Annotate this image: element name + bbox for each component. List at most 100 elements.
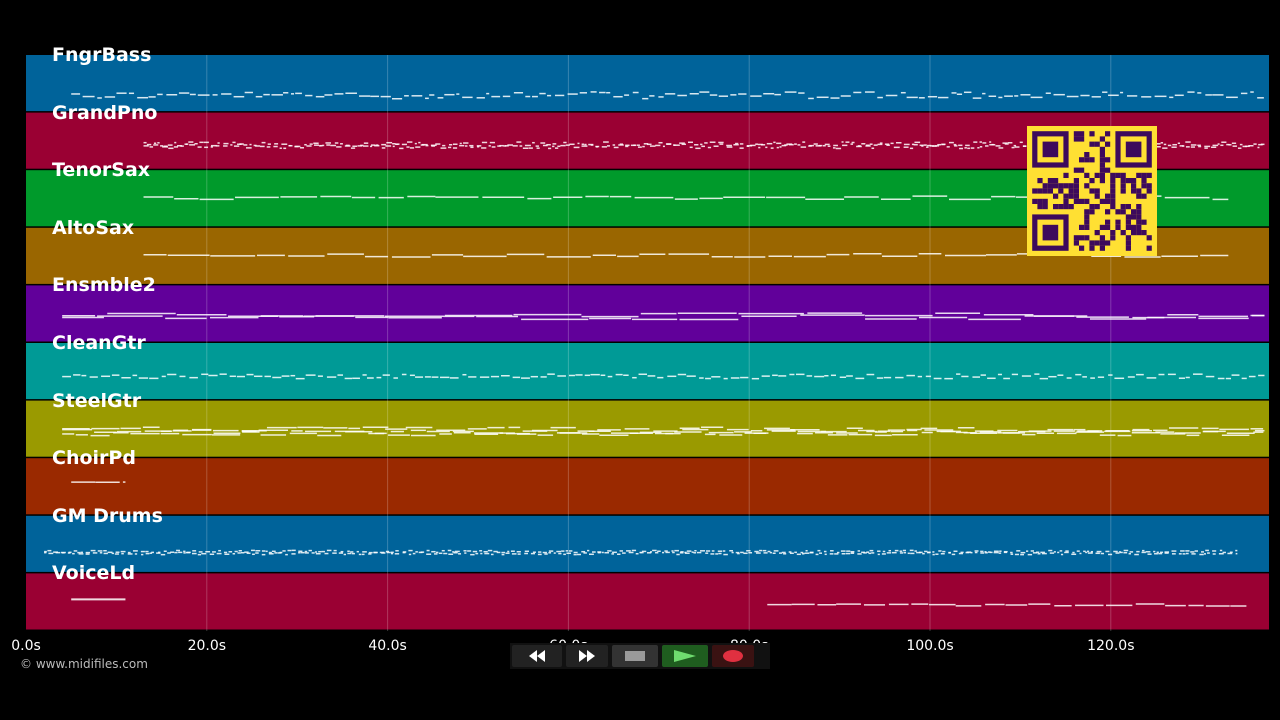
qr-module [1079,198,1085,204]
track-lane-7 [26,458,1269,515]
qr-module [1146,183,1152,189]
track-notes-9 [767,603,1247,607]
qr-module [1131,183,1137,189]
qr-module [1089,131,1095,137]
track-notes-4 [62,312,1265,321]
qr-module [1099,235,1105,241]
qr-module [1131,230,1137,236]
qr-module [1089,157,1095,163]
qr-module [1131,188,1137,194]
qr-module [1042,183,1048,189]
qr-module [1084,198,1090,204]
play-button[interactable] [662,645,708,667]
qr-module [1131,224,1137,230]
track-notes-3 [143,252,1229,258]
record-icon [723,650,743,662]
qr-module [1110,178,1116,184]
qr-module [1125,204,1131,210]
qr-module [1084,152,1090,158]
qr-module [1099,146,1105,152]
qr-module [1079,136,1085,142]
qr-finder-core [1042,141,1059,158]
qr-module [1058,188,1064,194]
qr-module [1120,204,1126,210]
qr-module [1105,224,1111,230]
track-label: GrandPno [52,101,158,124]
qr-module [1094,204,1100,210]
fast-forward-button[interactable] [566,645,608,667]
qr-module [1120,209,1126,215]
qr-module [1053,183,1059,189]
qr-module [1089,178,1095,184]
stop-button[interactable] [612,645,658,667]
qr-module [1037,198,1043,204]
qr-module [1136,172,1142,178]
rewind-button[interactable] [512,645,562,667]
qr-module [1120,178,1126,184]
track-lane-8 [26,515,1269,572]
track-label: CleanGtr [52,332,146,354]
copyright-text: © www.midifiles.com [20,657,148,671]
qr-module [1146,235,1152,241]
track-notes-8 [44,549,1238,556]
qr-module [1089,188,1095,194]
qr-module [1105,240,1111,246]
qr-module [1120,230,1126,236]
qr-module [1131,214,1137,220]
qr-module [1099,240,1105,246]
qr-module [1099,198,1105,204]
qr-module [1073,167,1079,173]
qr-module [1105,131,1111,137]
qr-module [1136,204,1142,210]
qr-module [1094,193,1100,199]
qr-module [1125,245,1131,251]
time-tick-label: 20.0s [187,638,227,654]
qr-module [1110,188,1116,194]
qr-module [1073,188,1079,194]
qr-module [1079,167,1085,173]
qr-module [1053,178,1059,184]
qr-module [1084,235,1090,241]
qr-module [1105,193,1111,199]
qr-module [1073,131,1079,137]
qr-module [1094,141,1100,147]
qr-module [1125,178,1131,184]
qr-module [1047,188,1053,194]
track-label: FngrBass [52,44,152,66]
qr-module [1120,188,1126,194]
track-label: VoiceLd [52,562,136,585]
track-notes-5 [62,373,1265,380]
track-label: GM Drums [52,504,163,527]
qr-module [1141,183,1147,189]
qr-module [1073,198,1079,204]
qr-module [1084,219,1090,225]
qr-module [1110,198,1116,204]
qr-module [1084,209,1090,215]
record-button[interactable] [712,645,754,667]
qr-module [1120,183,1126,189]
qr-module [1105,157,1111,163]
qr-finder-core [1042,224,1059,241]
transport-controls [510,643,770,669]
qr-module [1136,188,1142,194]
time-tick-label: 40.0s [368,638,407,654]
qr-module [1037,204,1043,210]
qr-module [1073,193,1079,199]
qr-module [1068,188,1074,194]
qr-code [1027,126,1157,256]
qr-module [1105,141,1111,147]
qr-module [1084,172,1090,178]
qr-module [1105,209,1111,215]
qr-module [1084,183,1090,189]
qr-module [1032,198,1038,204]
qr-module [1099,152,1105,158]
fast-forward-icon [579,650,595,662]
qr-module [1042,204,1048,210]
qr-module [1068,204,1074,210]
qr-module [1032,188,1038,194]
qr-module [1068,183,1074,189]
qr-module [1079,224,1085,230]
qr-module [1047,178,1053,184]
qr-module [1042,188,1048,194]
qr-module [1110,172,1116,178]
